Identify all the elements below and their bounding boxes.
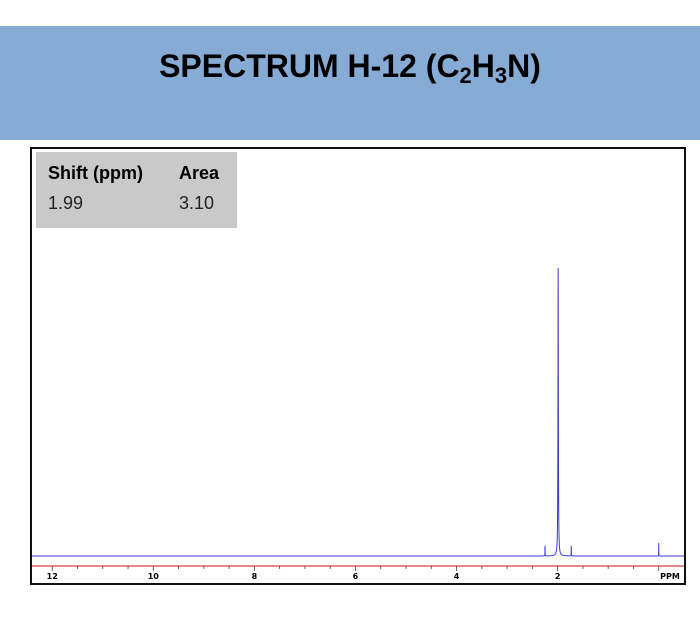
x-axis-tick-label: PPM: [660, 572, 680, 581]
title-part-2: H: [471, 48, 495, 84]
peak-table-header-shift: Shift (ppm): [48, 163, 143, 183]
x-axis-tick-label: 12: [47, 572, 58, 581]
title-part-3: N): [507, 48, 541, 84]
spectrum-plot-frame: [30, 147, 686, 585]
title-part-1: SPECTRUM H-12 (C: [159, 48, 460, 84]
x-axis-tick-label: 10: [148, 572, 160, 581]
x-axis-tick-label: 8: [252, 572, 258, 581]
x-axis-tick-labels: 12 10 8 6 4 2 PPM: [47, 572, 680, 581]
peak-table-header-area: Area: [179, 163, 220, 183]
peak-table: Shift (ppm) Area 1.99 3.10: [36, 152, 237, 228]
page-title: SPECTRUM H-12 (C2H3N): [0, 48, 700, 88]
x-axis-tick-label: 2: [555, 572, 561, 581]
header-banner: [0, 26, 700, 140]
x-axis-tick-label: 6: [353, 572, 359, 581]
x-axis-tick-label: 4: [454, 572, 460, 581]
spectrum-trace: [32, 267, 684, 557]
peak-table-cell-shift: 1.99: [48, 193, 84, 213]
title-subscript-1: 2: [459, 63, 472, 88]
peak-table-cell-area: 3.10: [179, 193, 215, 213]
x-axis-ticks: [51, 566, 660, 571]
title-subscript-2: 3: [494, 63, 508, 88]
